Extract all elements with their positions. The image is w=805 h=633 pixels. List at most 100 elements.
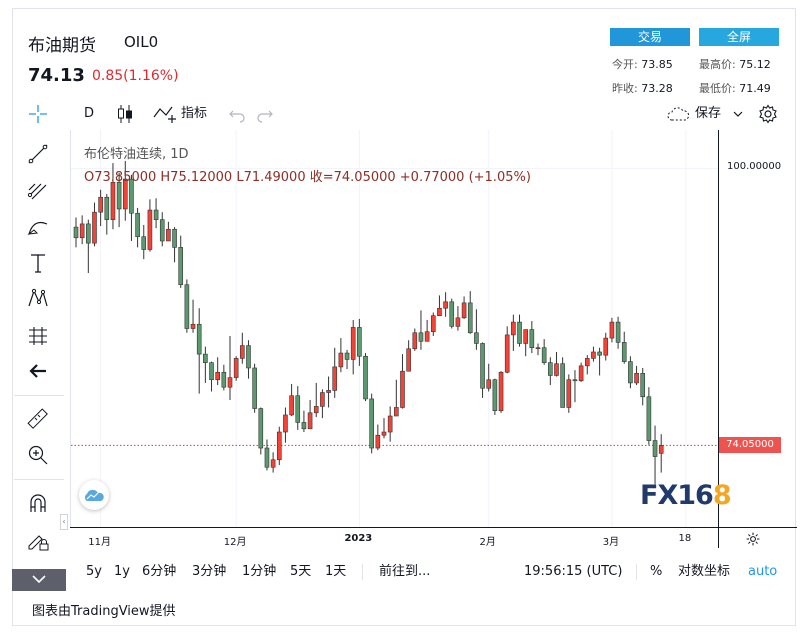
candle-65[interactable] [474,309,479,350]
candle-56[interactable] [418,310,424,350]
candle-4[interactable] [98,189,103,227]
interval-select[interactable]: D [84,106,95,121]
save-button[interactable]: 保存 [695,106,722,121]
candle-73[interactable] [523,329,528,357]
candle-55[interactable] [412,328,418,351]
candle-44[interactable] [344,349,350,370]
candle-36[interactable] [295,386,301,430]
candle-64[interactable] [467,291,473,334]
fib-icon[interactable] [24,176,52,204]
candle-49[interactable] [375,424,381,451]
candle-91[interactable] [634,365,639,386]
candle-62[interactable] [455,306,461,331]
magnet-icon[interactable] [24,490,52,518]
candle-33[interactable] [276,426,282,466]
percent-scale-toggle[interactable]: % [650,564,663,579]
range-1y[interactable]: 1y [114,564,130,579]
collapse-toolbar-button[interactable] [12,569,66,591]
candle-47[interactable] [363,353,368,402]
candle-35[interactable] [289,383,294,417]
chart-settings-icon[interactable] [745,531,761,547]
candle-66[interactable] [480,342,485,398]
indicators-icon[interactable] [152,100,180,128]
range-1d[interactable]: 1天 [325,564,347,579]
candle-92[interactable] [640,367,646,406]
candle-74[interactable] [529,321,535,354]
candle-38[interactable] [307,400,313,430]
candle-5[interactable] [104,194,110,235]
candle-34[interactable] [283,407,288,443]
candle-19[interactable] [190,299,196,333]
candle-95[interactable] [658,434,664,473]
candle-17[interactable] [178,235,184,288]
candle-46[interactable] [357,318,362,366]
candle-70[interactable] [504,326,510,374]
candle-80[interactable] [566,374,572,413]
candle-14[interactable] [159,212,165,247]
candle-82[interactable] [578,362,584,382]
candle-78[interactable] [554,351,559,377]
candle-81[interactable] [572,370,578,403]
range-1m[interactable]: 1分钟 [242,564,277,579]
candle-20[interactable] [196,308,202,394]
range-5y[interactable]: 5y [86,564,102,579]
candle-15[interactable] [166,221,171,242]
candle-57[interactable] [424,319,430,342]
tradingview-logo-icon[interactable] [79,480,109,510]
candle-68[interactable] [492,378,498,415]
candle-40[interactable] [320,389,325,419]
candle-87[interactable] [609,317,615,343]
candle-1[interactable] [79,215,85,245]
candle-22[interactable] [209,361,214,392]
goto-date-button[interactable]: 前往到... [379,564,431,579]
candle-7[interactable] [116,172,122,228]
candle-50[interactable] [381,418,387,439]
candle-88[interactable] [615,316,621,349]
candle-85[interactable] [597,347,602,376]
candle-76[interactable] [541,339,547,365]
candle-71[interactable] [511,314,516,351]
lock-drawing-icon[interactable] [24,526,52,554]
range-3m[interactable]: 3分钟 [192,564,227,579]
candle-84[interactable] [591,346,596,362]
candle-27[interactable] [240,332,245,364]
candle-67[interactable] [486,363,492,392]
text-tool-icon[interactable] [24,249,52,277]
candle-63[interactable] [461,296,467,319]
candle-29[interactable] [252,363,257,413]
candle-90[interactable] [628,356,633,389]
cloud-save-icon[interactable] [665,100,691,128]
candle-45[interactable] [350,319,356,375]
candle-69[interactable] [498,371,504,413]
fullscreen-button[interactable]: 全屏 [699,28,779,46]
range-6m[interactable]: 6分钟 [142,564,177,579]
candle-41[interactable] [326,376,331,408]
candle-style-icon[interactable] [116,100,136,128]
candle-61[interactable] [449,298,455,329]
candle-32[interactable] [270,452,276,473]
range-5d[interactable]: 5天 [290,564,312,579]
trend-line-icon[interactable] [24,140,52,168]
chart-pane[interactable] [70,130,719,527]
gear-icon[interactable] [758,100,780,128]
ruler-icon[interactable] [24,405,52,433]
candle-25[interactable] [227,335,233,401]
candle-11[interactable] [141,224,147,260]
candle-59[interactable] [437,295,442,316]
trade-button[interactable]: 交易 [610,28,690,46]
candle-31[interactable] [264,439,270,471]
chevron-down-icon[interactable] [733,100,745,128]
candle-3[interactable] [92,202,97,247]
candle-13[interactable] [153,198,159,229]
candle-37[interactable] [301,410,307,433]
candle-72[interactable] [517,314,522,347]
candle-53[interactable] [400,354,405,409]
zoom-in-icon[interactable] [24,441,52,469]
toolbar-scroll-handle[interactable]: ‹ [60,514,68,530]
arrow-left-icon[interactable] [24,357,52,385]
prediction-icon[interactable] [24,321,52,349]
candle-43[interactable] [338,338,344,373]
candle-16[interactable] [172,227,177,263]
candle-93[interactable] [646,387,652,445]
candlestick-chart[interactable] [71,130,719,527]
